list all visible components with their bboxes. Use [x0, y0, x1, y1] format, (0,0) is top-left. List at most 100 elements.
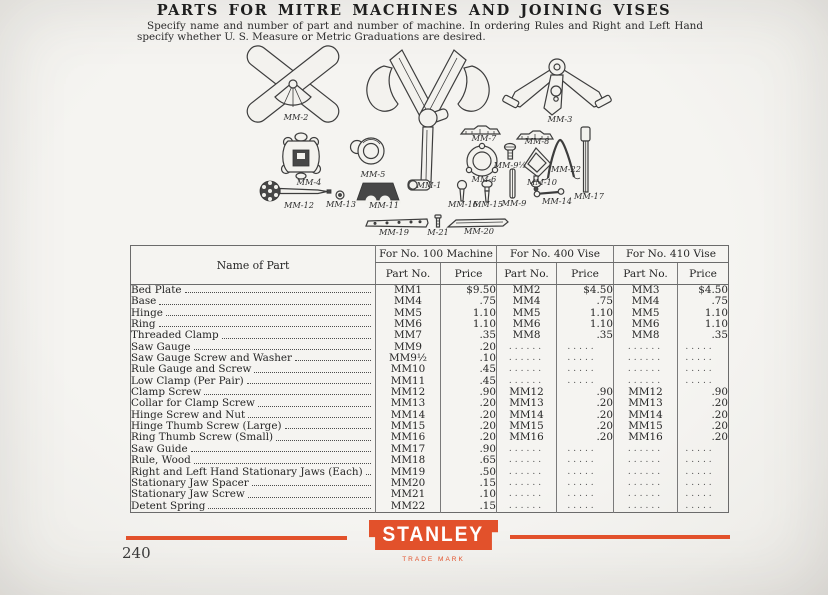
part-mm7-drawing — [459, 125, 502, 135]
price-cell: .75 — [556, 296, 614, 308]
price-cell: ..... — [556, 477, 614, 490]
part-mm17-drawing — [580, 126, 591, 193]
part-mm9half-drawing — [503, 142, 517, 160]
price-cell: ..... — [677, 489, 729, 501]
price-cell: ..... — [677, 466, 729, 478]
part-mm8-drawing — [515, 130, 555, 140]
part-no-cell: ...... — [613, 353, 678, 365]
dot-leader — [276, 439, 371, 441]
dot-leader — [208, 507, 371, 509]
table-row: Detent Spring MM22.15....................… — [131, 500, 729, 513]
column-group-no-410-vise: For No. 410 Vise — [613, 245, 729, 263]
part-no-cell: MM7 — [375, 330, 441, 342]
column-header-price: Price — [556, 262, 614, 285]
price-cell: 1.10 — [677, 307, 729, 320]
price-cell: 1.10 — [439, 307, 497, 320]
part-label-mm20: MM-20 — [463, 226, 494, 236]
part-no-cell: MM16 — [613, 432, 678, 444]
part-name-cell: Low Clamp (Per Pair) — [131, 376, 376, 387]
part-name-cell: Saw Gauge Screw and Washer — [131, 353, 376, 364]
footer-rule-left — [126, 536, 347, 540]
price-cell: ..... — [556, 364, 614, 376]
part-no-cell: MM12 — [496, 387, 557, 399]
trade-mark-label: TRADE MARK — [402, 556, 465, 563]
part-label-mm7: MM-7 — [471, 133, 498, 143]
part-label-mm16: MM-16 — [447, 199, 478, 209]
part-name-cell: Threaded Clamp — [131, 330, 376, 341]
part-no-cell: ...... — [613, 341, 678, 354]
table-row: Low Clamp (Per Pair) MM11.45.............… — [131, 375, 729, 388]
stanley-logo-badge: STANLEY — [369, 520, 498, 550]
part-label-mm12: MM-12 — [283, 200, 314, 210]
part-label-mm10: MM-10 — [526, 177, 557, 187]
part-no-cell: MM1 — [375, 284, 441, 297]
part-no-cell: MM17 — [375, 443, 441, 456]
part-label-m21: M-21 — [426, 227, 449, 237]
price-cell: .50 — [439, 466, 497, 478]
part-no-cell: MM4 — [375, 296, 441, 308]
dot-leader — [257, 405, 371, 407]
part-no-cell: MM15 — [375, 421, 441, 433]
part-no-cell: MM15 — [613, 421, 678, 433]
price-cell: .20 — [439, 398, 497, 410]
part-no-cell: MM15 — [496, 421, 557, 433]
price-cell: ..... — [556, 500, 614, 513]
price-cell: .20 — [677, 409, 729, 422]
column-header-part-no: Part No. — [496, 262, 557, 285]
column-header-price: Price — [439, 262, 497, 285]
price-cell: $4.50 — [556, 284, 614, 297]
table-row: Threaded Clamp MM7.35 MM8.35 MM8.35 — [131, 330, 729, 342]
part-no-cell: ...... — [496, 489, 557, 501]
table-row: Saw Gauge MM9.20...................... — [131, 341, 729, 354]
price-cell: .20 — [677, 432, 729, 444]
price-cell: .75 — [439, 296, 497, 308]
part-no-cell: MM6 — [496, 319, 557, 331]
price-cell: ..... — [677, 500, 729, 513]
part-name-cell: Base — [131, 296, 376, 307]
table-row: Collar for Clamp Screw MM13.20 MM13.20 MM13… — [131, 398, 729, 410]
part-mm10-drawing — [523, 147, 552, 192]
part-mm4-drawing — [280, 132, 322, 180]
dot-leader — [193, 348, 371, 351]
parts-price-table: Name of Part For No. 100 Machine For No.… — [130, 245, 730, 513]
part-no-cell: MM13 — [613, 398, 678, 410]
part-no-cell: MM14 — [375, 409, 441, 422]
part-name-cell: Right and Left Hand Stationary Jaws (Eac… — [131, 467, 376, 478]
part-no-cell: MM13 — [496, 398, 557, 410]
part-mm11-drawing — [355, 182, 401, 207]
part-no-cell: MM8 — [496, 330, 557, 342]
part-label-mm17: MM-17 — [573, 191, 605, 201]
part-no-cell: ...... — [496, 455, 557, 467]
table-row: Hinge Thumb Screw (Large) MM15.20 MM15.20 M… — [131, 421, 729, 433]
part-label-mm11: MM-11 — [368, 200, 399, 210]
dot-leader — [365, 473, 371, 475]
part-name-cell: Hinge Screw and Nut — [131, 410, 376, 421]
part-m21-drawing — [434, 214, 442, 228]
part-mm15-drawing — [481, 179, 493, 203]
part-name-cell: Saw Guide — [131, 444, 376, 455]
part-mm20-drawing — [446, 218, 509, 228]
part-name-cell: Ring Thumb Screw (Small) — [131, 432, 376, 443]
part-no-cell: ...... — [613, 375, 678, 388]
price-cell: 1.10 — [439, 319, 497, 331]
part-no-cell: ...... — [613, 455, 678, 467]
price-cell: .90 — [439, 387, 497, 399]
price-cell: .15 — [439, 477, 497, 490]
part-no-cell: MM6 — [613, 319, 678, 331]
price-cell: .20 — [439, 421, 497, 433]
part-no-cell: ...... — [496, 500, 557, 513]
price-cell: .20 — [677, 421, 729, 433]
part-label-mm9: MM-9 — [501, 198, 527, 208]
column-header-price: Price — [677, 262, 729, 285]
price-cell: .10 — [439, 489, 497, 501]
part-name-cell: Rule Gauge and Screw — [131, 364, 376, 375]
dot-leader — [251, 484, 371, 487]
price-cell: .20 — [677, 398, 729, 410]
part-mm1-drawing — [366, 49, 490, 191]
part-label-mm14: MM-14 — [541, 196, 572, 206]
price-cell: ..... — [556, 455, 614, 467]
price-cell: ..... — [677, 364, 729, 376]
subtitle-line-1: Specify name and number of part and numb… — [147, 20, 703, 31]
price-cell: $9.50 — [439, 284, 497, 297]
